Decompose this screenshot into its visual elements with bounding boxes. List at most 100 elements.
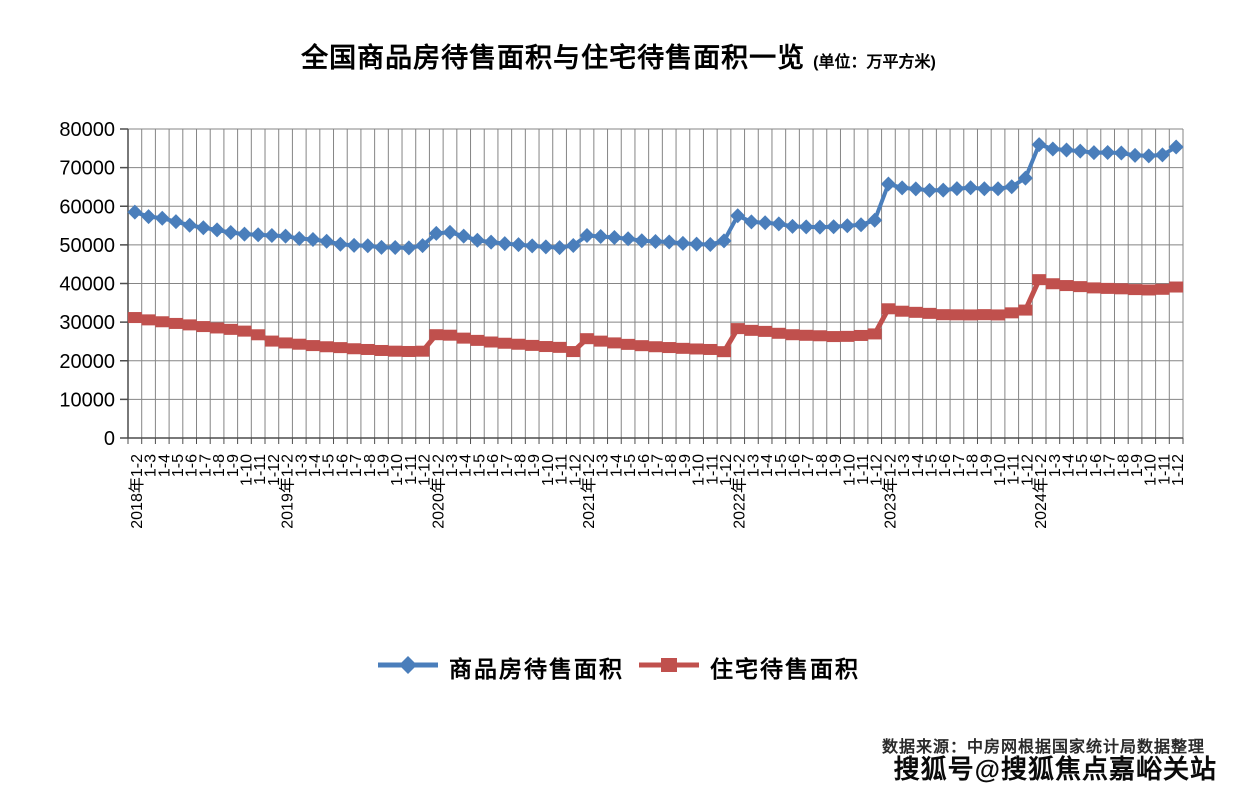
legend-item-commercial: 商品房待售面积 — [377, 650, 624, 684]
svg-text:1-11: 1-11 — [855, 454, 872, 485]
svg-text:1-7: 1-7 — [800, 454, 817, 477]
series-commercial — [127, 137, 1184, 256]
data-source-note: 数据来源：中房网根据国家统计局数据整理 — [881, 739, 1205, 756]
svg-text:1-10: 1-10 — [540, 454, 557, 486]
svg-text:1-12: 1-12 — [1170, 454, 1187, 486]
legend-label-residential: 住宅待售面积 — [710, 656, 860, 682]
x-axis-labels: 2018年1-21-31-41-51-61-71-81-91-101-111-1… — [128, 454, 1187, 529]
svg-text:1-10: 1-10 — [389, 454, 406, 486]
svg-text:1-7: 1-7 — [951, 454, 968, 477]
svg-text:1-4: 1-4 — [759, 454, 776, 477]
svg-text:1-9: 1-9 — [375, 454, 392, 477]
svg-text:1-8: 1-8 — [362, 454, 379, 477]
svg-text:1-8: 1-8 — [512, 454, 529, 477]
svg-text:1-11: 1-11 — [704, 454, 721, 485]
svg-text:1-10: 1-10 — [992, 454, 1009, 486]
svg-text:1-5: 1-5 — [471, 454, 488, 477]
svg-text:20000: 20000 — [59, 351, 115, 373]
svg-text:2021年1-2: 2021年1-2 — [580, 454, 598, 529]
svg-text:1-3: 1-3 — [745, 454, 762, 477]
chart-legend: 商品房待售面积 住宅待售面积 — [0, 650, 1237, 684]
svg-text:1-12: 1-12 — [718, 454, 735, 486]
svg-text:10000: 10000 — [59, 389, 115, 411]
svg-text:1-4: 1-4 — [608, 454, 625, 477]
svg-text:40000: 40000 — [59, 274, 115, 296]
svg-text:1-10: 1-10 — [1143, 454, 1160, 486]
svg-text:1-6: 1-6 — [184, 454, 201, 477]
legend-label-commercial: 商品房待售面积 — [449, 656, 624, 682]
svg-text:2022年1-2: 2022年1-2 — [731, 454, 749, 529]
chart-title: 全国商品房待售面积与住宅待售面积一览 — [301, 43, 806, 73]
svg-text:1-5: 1-5 — [773, 454, 790, 477]
blue-diamond-line-icon — [377, 655, 439, 680]
svg-text:1-11: 1-11 — [554, 454, 571, 485]
svg-text:1-6: 1-6 — [636, 454, 653, 477]
svg-text:30000: 30000 — [59, 312, 115, 334]
svg-text:1-3: 1-3 — [293, 454, 310, 477]
svg-text:1-7: 1-7 — [1102, 454, 1119, 477]
svg-text:1-12: 1-12 — [567, 454, 584, 486]
svg-text:1-9: 1-9 — [1129, 454, 1146, 477]
svg-text:1-12: 1-12 — [869, 454, 886, 486]
svg-text:60000: 60000 — [59, 196, 115, 218]
svg-text:1-3: 1-3 — [1047, 454, 1064, 477]
svg-text:70000: 70000 — [59, 158, 115, 180]
svg-text:1-10: 1-10 — [691, 454, 708, 486]
svg-text:1-4: 1-4 — [307, 454, 324, 477]
svg-text:2019年1-2: 2019年1-2 — [279, 454, 297, 529]
svg-text:1-5: 1-5 — [622, 454, 639, 477]
svg-text:1-8: 1-8 — [1115, 454, 1132, 477]
svg-text:1-8: 1-8 — [965, 454, 982, 477]
svg-text:1-6: 1-6 — [787, 454, 804, 477]
svg-text:1-8: 1-8 — [663, 454, 680, 477]
svg-text:1-10: 1-10 — [841, 454, 858, 486]
svg-text:1-3: 1-3 — [444, 454, 461, 477]
svg-text:1-7: 1-7 — [650, 454, 667, 477]
svg-text:2024年1-2: 2024年1-2 — [1032, 454, 1050, 529]
y-axis-labels: 0 10000 20000 30000 40000 50000 60000 70000 8000… — [59, 119, 115, 450]
svg-text:2020年1-2: 2020年1-2 — [429, 454, 447, 529]
svg-text:1-10: 1-10 — [238, 454, 255, 486]
svg-text:1-5: 1-5 — [1074, 454, 1091, 477]
svg-text:1-11: 1-11 — [252, 454, 269, 485]
svg-text:1-9: 1-9 — [828, 454, 845, 477]
sohu-watermark: 搜狐号@搜狐焦点嘉峪关站 — [893, 754, 1217, 784]
svg-text:1-9: 1-9 — [978, 454, 995, 477]
svg-text:80000: 80000 — [59, 119, 115, 141]
svg-text:2023年1-2: 2023年1-2 — [881, 454, 899, 529]
axes — [120, 128, 1184, 444]
svg-text:1-8: 1-8 — [814, 454, 831, 477]
chart-title-row: 全国商品房待售面积与住宅待售面积一览 (单位：万平方米) — [0, 36, 1237, 75]
svg-text:1-11: 1-11 — [1006, 454, 1023, 485]
legend-item-residential: 住宅待售面积 — [638, 650, 860, 684]
svg-text:1-6: 1-6 — [334, 454, 351, 477]
svg-text:2018年1-2: 2018年1-2 — [128, 454, 146, 529]
svg-text:1-12: 1-12 — [1019, 454, 1036, 486]
svg-text:1-9: 1-9 — [225, 454, 242, 477]
svg-text:1-7: 1-7 — [499, 454, 516, 477]
svg-text:1-4: 1-4 — [156, 454, 173, 477]
svg-text:1-5: 1-5 — [170, 454, 187, 477]
svg-text:1-11: 1-11 — [403, 454, 420, 485]
chart-unit-label: (单位：万平方米) — [813, 54, 936, 71]
svg-text:1-3: 1-3 — [595, 454, 612, 477]
svg-text:1-3: 1-3 — [143, 454, 160, 477]
svg-text:1-7: 1-7 — [348, 454, 365, 477]
svg-text:1-12: 1-12 — [417, 454, 434, 486]
svg-text:1-3: 1-3 — [896, 454, 913, 477]
svg-text:1-6: 1-6 — [1088, 454, 1105, 477]
svg-text:1-6: 1-6 — [937, 454, 954, 477]
svg-text:1-9: 1-9 — [677, 454, 694, 477]
red-square-line-icon — [638, 655, 700, 680]
svg-text:1-8: 1-8 — [211, 454, 228, 477]
svg-text:1-11: 1-11 — [1156, 454, 1173, 485]
svg-text:1-6: 1-6 — [485, 454, 502, 477]
svg-text:1-9: 1-9 — [526, 454, 543, 477]
svg-text:1-5: 1-5 — [321, 454, 338, 477]
svg-text:1-4: 1-4 — [910, 454, 927, 477]
svg-text:1-7: 1-7 — [197, 454, 214, 477]
series-residential — [127, 274, 1184, 358]
svg-text:1-5: 1-5 — [924, 454, 941, 477]
